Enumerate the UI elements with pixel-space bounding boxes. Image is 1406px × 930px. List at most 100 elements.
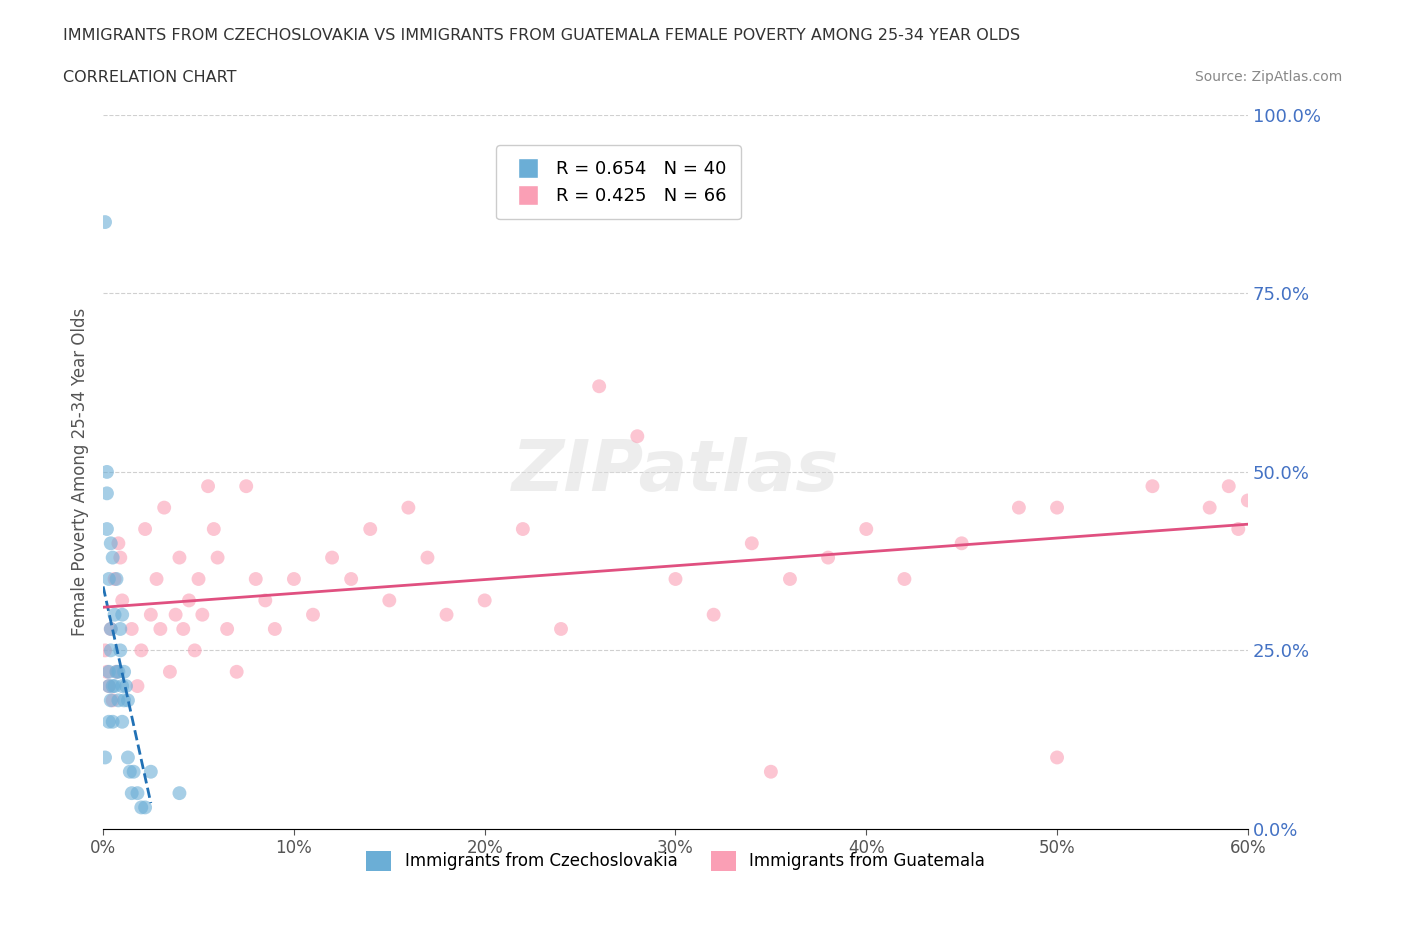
Point xyxy=(191,607,214,622)
Point xyxy=(1046,750,1069,764)
Point xyxy=(94,750,117,764)
Point xyxy=(1198,500,1220,515)
Point xyxy=(207,551,229,565)
Point xyxy=(165,607,187,622)
Point xyxy=(759,764,782,779)
Point xyxy=(177,593,200,608)
Text: Source: ZipAtlas.com: Source: ZipAtlas.com xyxy=(1195,70,1343,84)
Point xyxy=(112,664,135,679)
Point xyxy=(100,693,122,708)
Text: IMMIGRANTS FROM CZECHOSLOVAKIA VS IMMIGRANTS FROM GUATEMALA FEMALE POVERTY AMONG: IMMIGRANTS FROM CZECHOSLOVAKIA VS IMMIGR… xyxy=(63,28,1021,43)
Point xyxy=(110,551,132,565)
Point xyxy=(101,693,124,708)
Point xyxy=(107,536,129,551)
Point xyxy=(111,607,134,622)
Point xyxy=(1227,522,1250,537)
Point xyxy=(100,536,122,551)
Point xyxy=(1237,493,1260,508)
Point xyxy=(101,714,124,729)
Point xyxy=(129,643,152,658)
Point xyxy=(626,429,648,444)
Point xyxy=(105,664,128,679)
Point xyxy=(169,551,191,565)
Point xyxy=(235,479,257,494)
Point xyxy=(105,664,128,679)
Point xyxy=(588,379,610,393)
Point xyxy=(172,621,194,636)
Point xyxy=(110,621,132,636)
Point xyxy=(97,679,120,694)
Point xyxy=(107,693,129,708)
Point xyxy=(103,679,125,694)
Point xyxy=(121,786,143,801)
Point xyxy=(97,572,120,587)
Point xyxy=(153,500,176,515)
Point xyxy=(950,536,973,551)
Point xyxy=(139,764,162,779)
Point xyxy=(96,522,118,537)
Point xyxy=(121,621,143,636)
Point xyxy=(139,607,162,622)
Point xyxy=(134,800,156,815)
Point xyxy=(817,551,839,565)
Point xyxy=(101,551,124,565)
Point xyxy=(103,572,125,587)
Point xyxy=(169,786,191,801)
Point xyxy=(127,786,149,801)
Point xyxy=(1008,500,1031,515)
Point xyxy=(118,764,141,779)
Point xyxy=(263,621,285,636)
Y-axis label: Female Poverty Among 25-34 Year Olds: Female Poverty Among 25-34 Year Olds xyxy=(72,308,89,636)
Point xyxy=(283,572,305,587)
Point xyxy=(115,679,138,694)
Point xyxy=(340,572,363,587)
Point xyxy=(436,607,458,622)
Point xyxy=(96,664,118,679)
Legend: Immigrants from Czechoslovakia, Immigrants from Guatemala: Immigrants from Czechoslovakia, Immigran… xyxy=(360,844,991,878)
Point xyxy=(302,607,325,622)
Point xyxy=(703,607,725,622)
Point xyxy=(101,679,124,694)
Point xyxy=(664,572,686,587)
Point xyxy=(378,593,401,608)
Point xyxy=(202,522,225,537)
Point xyxy=(1142,479,1164,494)
Point xyxy=(97,679,120,694)
Point xyxy=(550,621,572,636)
Point xyxy=(254,593,277,608)
Point xyxy=(512,522,534,537)
Point xyxy=(855,522,877,537)
Point xyxy=(1046,500,1069,515)
Point xyxy=(96,464,118,479)
Point xyxy=(112,693,135,708)
Point xyxy=(159,664,181,679)
Point xyxy=(1218,479,1240,494)
Point xyxy=(110,643,132,658)
Point xyxy=(103,607,125,622)
Point xyxy=(134,522,156,537)
Point xyxy=(474,593,496,608)
Text: ZIPatlas: ZIPatlas xyxy=(512,437,839,507)
Point xyxy=(197,479,219,494)
Point xyxy=(100,621,122,636)
Point xyxy=(145,572,167,587)
Point xyxy=(217,621,239,636)
Point xyxy=(96,485,118,500)
Point xyxy=(111,593,134,608)
Text: CORRELATION CHART: CORRELATION CHART xyxy=(63,70,236,85)
Point xyxy=(97,664,120,679)
Point xyxy=(149,621,172,636)
Point xyxy=(129,800,152,815)
Point xyxy=(100,643,122,658)
Point xyxy=(893,572,915,587)
Point xyxy=(396,500,419,515)
Point xyxy=(94,215,117,230)
Point xyxy=(187,572,209,587)
Point xyxy=(107,664,129,679)
Point xyxy=(105,572,128,587)
Point xyxy=(741,536,763,551)
Point xyxy=(321,551,343,565)
Point xyxy=(245,572,267,587)
Point xyxy=(94,643,117,658)
Point xyxy=(97,714,120,729)
